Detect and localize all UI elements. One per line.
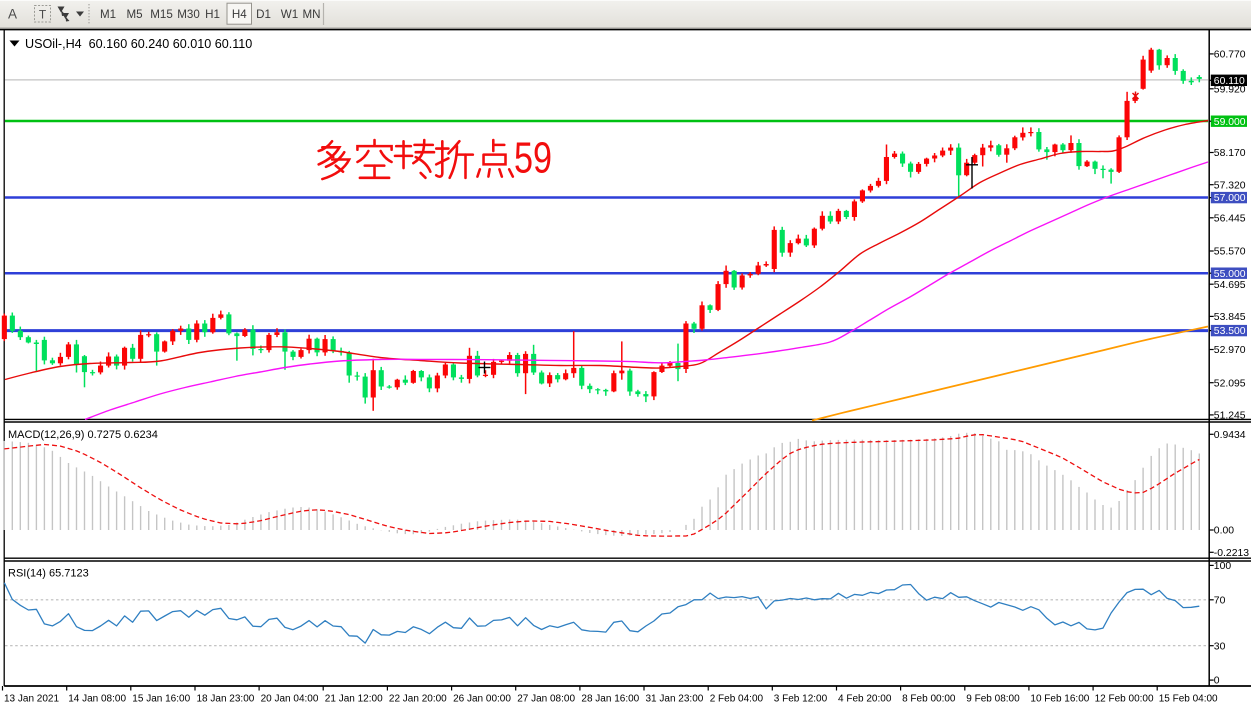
svg-text:54.695: 54.695: [1214, 280, 1246, 291]
svg-text:58.170: 58.170: [1214, 148, 1246, 159]
svg-text:10 Feb 16:00: 10 Feb 16:00: [1030, 694, 1089, 705]
svg-text:30: 30: [1214, 641, 1226, 652]
svg-text:MACD(12,26,9) 0.7275 0.6234: MACD(12,26,9) 0.7275 0.6234: [8, 429, 158, 441]
svg-text:53.845: 53.845: [1214, 312, 1246, 323]
svg-text:12 Feb 00:00: 12 Feb 00:00: [1095, 694, 1154, 705]
svg-text:13 Jan 2021: 13 Jan 2021: [4, 694, 59, 705]
svg-text:57.000: 57.000: [1214, 193, 1246, 204]
svg-text:59: 59: [514, 134, 552, 183]
svg-text:USOil-,H4 60.160 60.240 60.01: USOil-,H4 60.160 60.240 60.010 60.110: [25, 37, 252, 51]
svg-text:M1: M1: [100, 8, 116, 21]
svg-text:M5: M5: [126, 8, 142, 21]
svg-text:21 Jan 12:00: 21 Jan 12:00: [325, 694, 383, 705]
svg-text:A: A: [8, 7, 17, 22]
svg-text:52.970: 52.970: [1214, 345, 1246, 356]
svg-text:52.095: 52.095: [1214, 378, 1246, 389]
svg-text:14 Jan 08:00: 14 Jan 08:00: [68, 694, 126, 705]
svg-text:20 Jan 04:00: 20 Jan 04:00: [261, 694, 319, 705]
svg-text:2 Feb 04:00: 2 Feb 04:00: [710, 694, 764, 705]
svg-text:100: 100: [1214, 561, 1232, 572]
svg-text:RSI(14) 65.7123: RSI(14) 65.7123: [8, 568, 89, 580]
svg-text:51.245: 51.245: [1214, 411, 1246, 422]
svg-text:31 Jan 23:00: 31 Jan 23:00: [646, 694, 704, 705]
svg-text:D1: D1: [256, 8, 271, 21]
svg-text:59.920: 59.920: [1214, 84, 1246, 95]
svg-text:T: T: [39, 8, 47, 22]
svg-text:18 Jan 23:00: 18 Jan 23:00: [197, 694, 255, 705]
svg-text:22 Jan 20:00: 22 Jan 20:00: [389, 694, 447, 705]
svg-text:H4: H4: [232, 8, 247, 21]
svg-text:M30: M30: [177, 8, 200, 21]
svg-text:MN: MN: [302, 8, 320, 21]
svg-text:3 Feb 12:00: 3 Feb 12:00: [774, 694, 828, 705]
svg-text:56.445: 56.445: [1214, 213, 1246, 224]
svg-text:55.000: 55.000: [1214, 269, 1246, 280]
svg-text:59.000: 59.000: [1214, 117, 1246, 128]
svg-text:26 Jan 00:00: 26 Jan 00:00: [453, 694, 511, 705]
svg-text:60.770: 60.770: [1214, 50, 1246, 61]
svg-text:55.570: 55.570: [1214, 247, 1246, 258]
svg-text:H1: H1: [205, 8, 220, 21]
svg-text:70: 70: [1214, 595, 1226, 606]
svg-text:4 Feb 20:00: 4 Feb 20:00: [838, 694, 892, 705]
svg-text:8 Feb 00:00: 8 Feb 00:00: [902, 694, 956, 705]
svg-text:15 Feb 04:00: 15 Feb 04:00: [1159, 694, 1218, 705]
svg-text:W1: W1: [281, 8, 298, 21]
svg-text:28 Jan 16:00: 28 Jan 16:00: [581, 694, 639, 705]
svg-text:M15: M15: [150, 8, 173, 21]
svg-text:0: 0: [1214, 676, 1220, 687]
svg-text:0.9434: 0.9434: [1214, 430, 1246, 441]
svg-text:9 Feb 08:00: 9 Feb 08:00: [966, 694, 1020, 705]
svg-text:-0.2213: -0.2213: [1214, 548, 1249, 559]
svg-text:60.110: 60.110: [1214, 76, 1245, 87]
svg-text:27 Jan 08:00: 27 Jan 08:00: [517, 694, 575, 705]
svg-text:53.500: 53.500: [1214, 326, 1246, 337]
svg-text:15 Jan 16:00: 15 Jan 16:00: [132, 694, 190, 705]
svg-text:0.00: 0.00: [1214, 526, 1234, 537]
svg-text:57.320: 57.320: [1214, 180, 1246, 191]
